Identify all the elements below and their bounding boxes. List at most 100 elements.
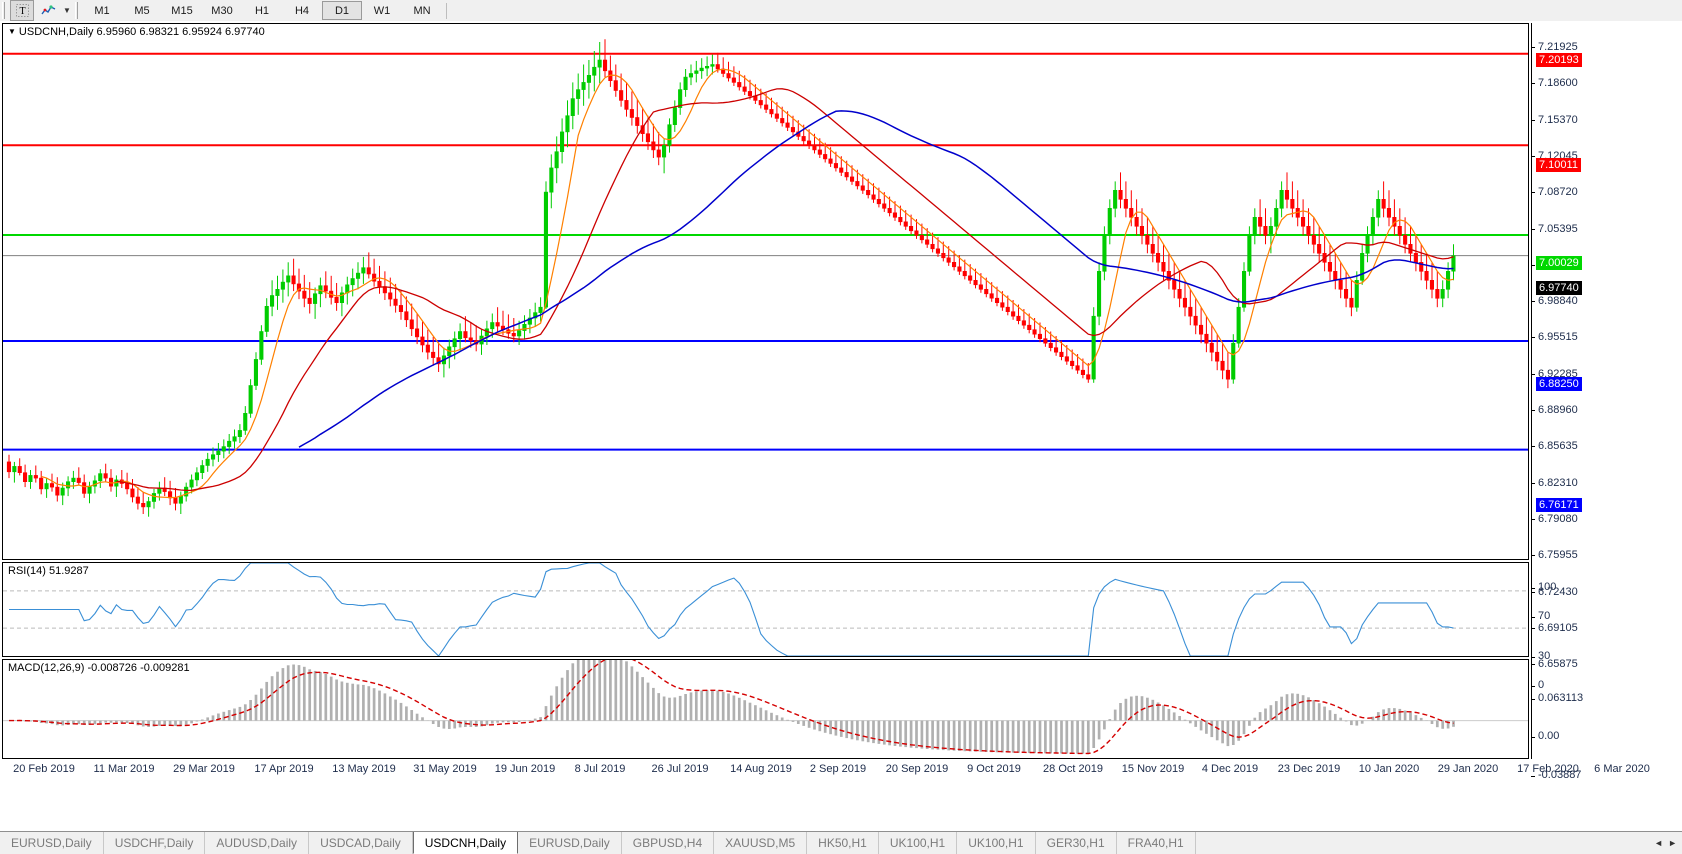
price-tick-label: 6.75955 xyxy=(1538,549,1578,561)
chart-tab-usdchf-daily-1[interactable]: USDCHF,Daily xyxy=(104,832,206,854)
svg-text:T: T xyxy=(19,6,25,17)
rsi-tick-label: 100 xyxy=(1538,581,1557,593)
chart-tab-bar[interactable]: EURUSD,Daily USDCHF,Daily AUDUSD,Daily USDC… xyxy=(0,831,1682,854)
collapse-icon[interactable]: ▼ xyxy=(8,27,16,36)
axis-tick xyxy=(1531,699,1535,700)
date-tick-label: 29 Jan 2020 xyxy=(1437,763,1499,775)
macd-tick-label: 0.063113 xyxy=(1538,692,1584,704)
axis-tick xyxy=(1531,410,1535,411)
chart-tab-xauusd-m5-7[interactable]: XAUUSD,M5 xyxy=(714,832,808,854)
chart-tab-gbpusd-h4-6[interactable]: GBPUSD,H4 xyxy=(622,832,715,854)
chart-tab-usdcad-daily-3[interactable]: USDCAD,Daily xyxy=(309,832,413,854)
date-tick-label: 10 Jan 2020 xyxy=(1358,763,1420,775)
rsi-pane-label: RSI(14) 51.9287 xyxy=(8,565,89,577)
axis-tick xyxy=(1531,776,1535,777)
indicators-icon[interactable] xyxy=(36,0,60,21)
price-tick-label: 7.21925 xyxy=(1538,41,1578,53)
price-svg xyxy=(3,39,1528,517)
timeframe-m5[interactable]: M5 xyxy=(134,4,150,17)
date-tick-label: 6 Mar 2020 xyxy=(1594,763,1650,775)
chart-tab-eurusd-daily-5[interactable]: EURUSD,Daily xyxy=(518,832,622,854)
axis-tick xyxy=(1531,265,1535,266)
axis-tick xyxy=(1531,664,1535,665)
price-level-label[interactable]: 6.97740 xyxy=(1536,281,1582,295)
chart-tab-hk50-h1-8[interactable]: HK50,H1 xyxy=(807,832,879,854)
chart-tab-uk100-h1-10[interactable]: UK100,H1 xyxy=(957,832,1036,854)
toolbar: T ▼ M1 M5 M15 M30 H1 H4 D1 W1 MN xyxy=(0,0,1682,22)
date-axis[interactable]: 20 Feb 2019 11 Mar 2019 29 Mar 2019 17 Apr … xyxy=(2,761,1650,779)
date-tick-label: 20 Sep 2019 xyxy=(885,763,949,775)
timeframe-d1[interactable]: D1 xyxy=(322,1,362,20)
rsi-tick-label: 0 xyxy=(1538,679,1545,691)
date-tick-label: 31 May 2019 xyxy=(413,763,477,775)
macd-pane[interactable]: MACD(12,26,9) -0.008726 -0.009281 xyxy=(2,659,1529,759)
date-tick-label: 28 Oct 2019 xyxy=(1043,763,1103,775)
date-tick-label: 17 Apr 2019 xyxy=(254,763,314,775)
axis-tick xyxy=(1531,657,1535,658)
tab-scroll-left-icon[interactable]: ◄ xyxy=(1654,838,1664,848)
chart-area[interactable]: ▼ USDCNH,Daily 6.95960 6.98321 6.95924 6.… xyxy=(0,21,1682,831)
price-tick-label: 6.72430 xyxy=(1538,586,1578,598)
rsi-tick-label: 30 xyxy=(1538,650,1551,662)
axis-tick xyxy=(1531,555,1535,556)
chart-tab-ger30-h1-11[interactable]: GER30,H1 xyxy=(1036,832,1117,854)
chevron-down-icon[interactable]: ▼ xyxy=(63,6,71,15)
text-tool-icon[interactable]: T xyxy=(10,0,34,21)
axis-tick xyxy=(1531,588,1535,589)
axis-tick xyxy=(1531,192,1535,193)
date-tick-label: 4 Dec 2019 xyxy=(1201,763,1259,775)
axis-tick xyxy=(1531,301,1535,302)
date-tick-label: 15 Nov 2019 xyxy=(1121,763,1185,775)
price-axis[interactable]: 7.21925 7.18600 7.15370 7.12045 7.08720 7.053… xyxy=(1531,23,1682,781)
date-tick-label: 2 Sep 2019 xyxy=(809,763,867,775)
axis-tick xyxy=(1531,592,1535,593)
rsi-tick-label: 70 xyxy=(1538,610,1551,622)
tab-scroll-right-icon[interactable]: ► xyxy=(1668,838,1677,848)
date-tick-label: 11 Mar 2019 xyxy=(93,763,155,775)
price-level-label[interactable]: 7.00029 xyxy=(1536,256,1582,270)
price-tick-label: 6.69105 xyxy=(1538,622,1578,634)
date-tick-label: 14 Aug 2019 xyxy=(730,763,792,775)
macd-svg xyxy=(3,660,1528,755)
timeframe-m1[interactable]: M1 xyxy=(94,4,110,17)
timeframe-h4[interactable]: H4 xyxy=(294,4,310,17)
price-tick-label: 6.82310 xyxy=(1538,477,1578,489)
price-tick-label: 7.05395 xyxy=(1538,223,1578,235)
rsi-svg xyxy=(3,563,1528,656)
price-tick-label: 6.95515 xyxy=(1538,331,1578,343)
tab-scroll-controls[interactable]: ◄ ► xyxy=(1654,832,1682,854)
axis-tick xyxy=(1531,446,1535,447)
price-level-label[interactable]: 7.10011 xyxy=(1536,158,1581,172)
price-tick-label: 6.98840 xyxy=(1538,295,1578,307)
chart-tab-audusd-daily-2[interactable]: AUDUSD,Daily xyxy=(205,832,310,854)
timeframe-m15[interactable]: M15 xyxy=(171,4,193,17)
chart-tab-fra40-h1-12[interactable]: FRA40,H1 xyxy=(1117,832,1196,854)
price-level-label[interactable]: 7.20193 xyxy=(1536,53,1582,67)
axis-tick xyxy=(1531,156,1535,157)
date-tick-label: 19 Jun 2019 xyxy=(494,763,556,775)
chart-tab-eurusd-daily-0[interactable]: EURUSD,Daily xyxy=(0,832,104,854)
timeframe-mn[interactable]: MN xyxy=(413,4,431,17)
timeframe-h1[interactable]: H1 xyxy=(254,4,270,17)
price-tick-label: 6.79080 xyxy=(1538,513,1578,525)
timeframe-grip[interactable] xyxy=(75,2,82,19)
price-level-label[interactable]: 6.88250 xyxy=(1536,377,1582,391)
date-tick-label: 29 Mar 2019 xyxy=(173,763,235,775)
chart-tab-uk100-h1-9[interactable]: UK100,H1 xyxy=(879,832,958,854)
date-tick-label: 17 Feb 2020 xyxy=(1517,763,1579,775)
chart-tabs[interactable]: EURUSD,Daily USDCHF,Daily AUDUSD,Daily USDC… xyxy=(0,832,1654,854)
timeframe-m30[interactable]: M30 xyxy=(211,4,233,17)
toolbar-grip[interactable] xyxy=(2,2,9,19)
axis-line xyxy=(1531,23,1532,759)
price-pane[interactable]: ▼ USDCNH,Daily 6.95960 6.98321 6.95924 6.… xyxy=(2,23,1529,560)
price-level-label[interactable]: 6.76171 xyxy=(1536,498,1582,512)
rsi-pane[interactable]: RSI(14) 51.9287 xyxy=(2,562,1529,657)
timeframe-w1[interactable]: W1 xyxy=(373,4,391,17)
axis-tick xyxy=(1531,737,1535,738)
price-tick-label: 6.65875 xyxy=(1538,658,1578,670)
rsi-plot xyxy=(3,563,1528,656)
axis-tick xyxy=(1531,120,1535,121)
price-tick-label: 7.18600 xyxy=(1538,77,1578,89)
chart-tab-usdcnh-daily-4[interactable]: USDCNH,Daily xyxy=(412,832,519,854)
axis-tick xyxy=(1531,229,1535,230)
